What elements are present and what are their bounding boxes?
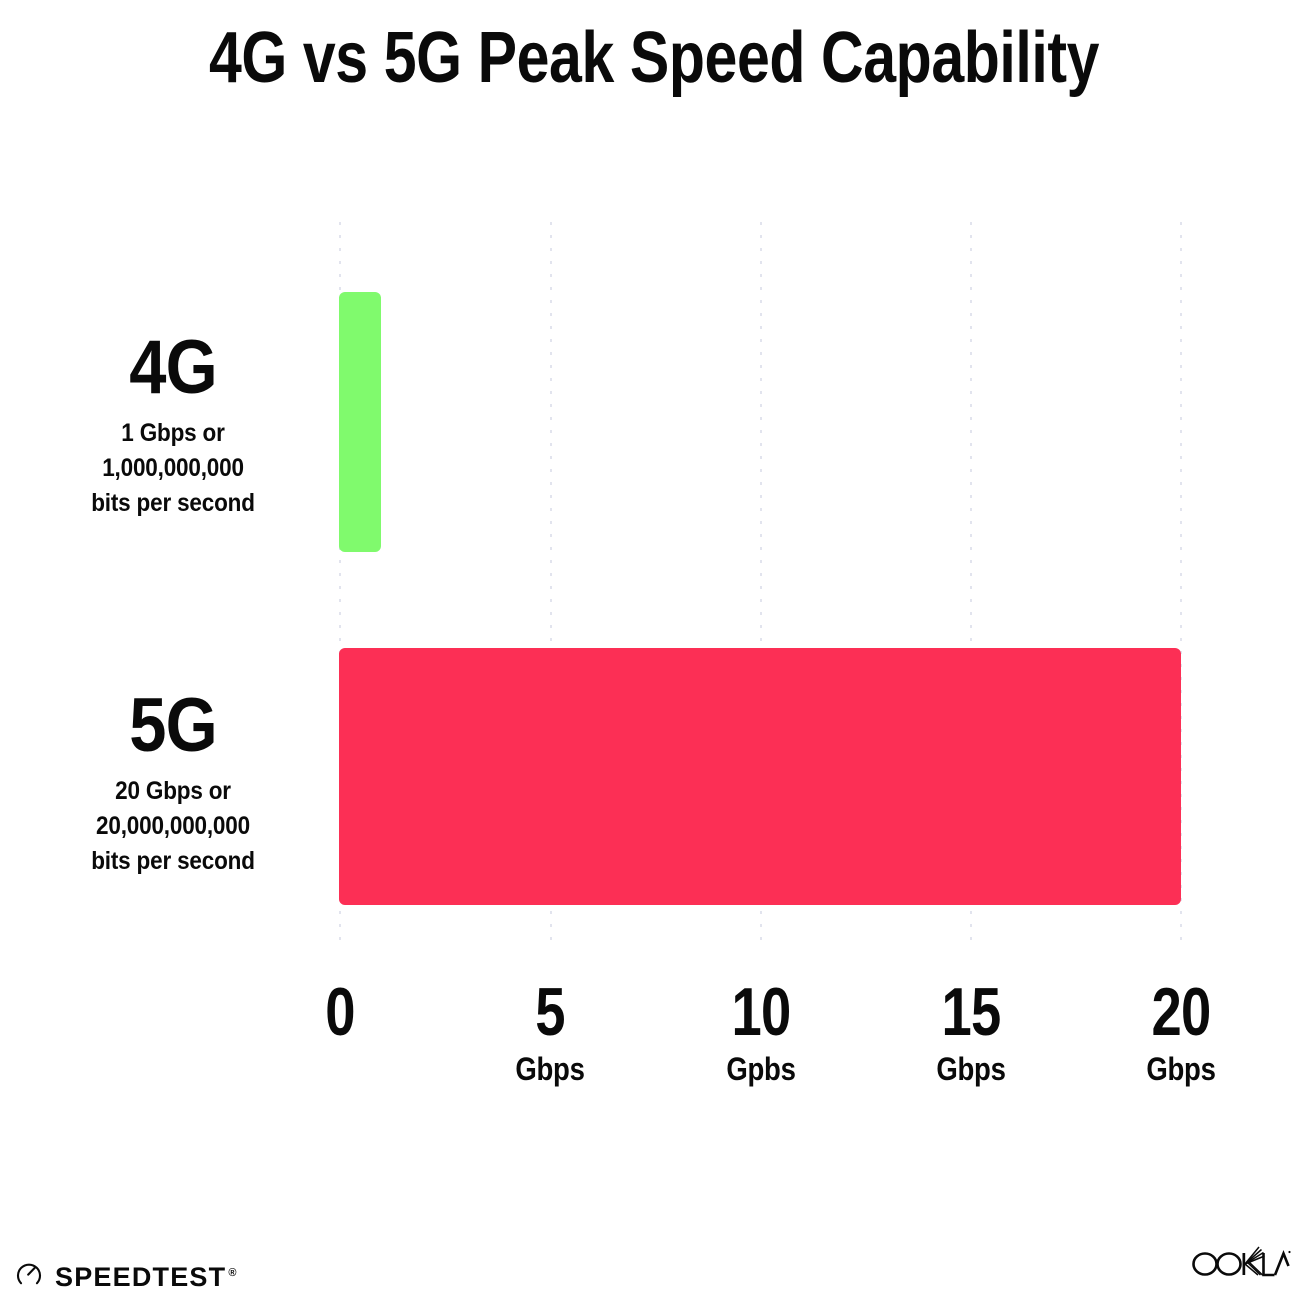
x-axis-tick-5: 5 Gbps: [460, 978, 640, 1088]
bar-5g[interactable]: [339, 648, 1181, 905]
x-axis-tick-15: 15 Gbps: [881, 978, 1061, 1088]
row-label-5g-line3: bits per second: [91, 847, 255, 875]
x-axis-tick-15-value: 15: [941, 974, 1002, 1050]
x-axis-tick-0: 0: [250, 978, 430, 1088]
row-label-4g-generation: 4G: [129, 325, 217, 410]
row-label-5g-line1: 20 Gbps or: [115, 777, 231, 805]
ookla-logo: [1192, 1244, 1292, 1285]
speedometer-gauge-icon: [14, 1258, 44, 1293]
ookla-logo-icon: [1192, 1244, 1292, 1285]
gridline-10: [760, 222, 762, 940]
x-axis-tick-5-value: 5: [535, 974, 565, 1050]
speedtest-wordmark: SPEEDTEST ®: [55, 1260, 238, 1291]
x-axis-tick-20-value: 20: [1151, 974, 1212, 1050]
x-axis-tick-5-unit: Gbps: [515, 1051, 585, 1087]
gridline-0: [339, 222, 341, 940]
gridline-20: [1180, 222, 1182, 940]
speedtest-logo: SPEEDTEST ®: [14, 1258, 238, 1293]
row-label-4g-detail: 1 Gbps or 1,000,000,000 bits per second: [43, 416, 304, 521]
x-axis-tick-10-unit: Gpbs: [726, 1051, 796, 1087]
x-axis-tick-10-value: 10: [731, 974, 792, 1050]
row-label-4g-line2: 1,000,000,000: [102, 454, 244, 482]
speedtest-wordmark-text: SPEEDTEST: [55, 1262, 227, 1292]
gridline-15: [970, 222, 972, 940]
speedtest-trademark: ®: [228, 1267, 238, 1279]
row-label-4g-line1: 1 Gbps or: [121, 419, 225, 447]
x-axis-tick-20-unit: Gbps: [1146, 1051, 1216, 1087]
row-label-4g-line3: bits per second: [91, 489, 255, 517]
row-label-5g-detail: 20 Gbps or 20,000,000,000 bits per secon…: [43, 774, 304, 879]
x-axis-tick-20: 20 Gbps: [1091, 978, 1271, 1088]
x-axis-tick-15-unit: Gbps: [936, 1051, 1006, 1087]
row-label-5g-line2: 20,000,000,000: [96, 812, 250, 840]
x-axis-tick-10: 10 Gpbs: [671, 978, 851, 1088]
x-axis-tick-0-value: 0: [325, 974, 355, 1050]
row-label-5g-generation: 5G: [129, 683, 217, 768]
page-title: 4G vs 5G Peak Speed Capability: [208, 18, 1100, 98]
x-axis-tick-0-unit: [263, 1050, 418, 1088]
bar-4g[interactable]: [339, 292, 381, 552]
row-label-4g: 4G 1 Gbps or 1,000,000,000 bits per seco…: [28, 330, 318, 521]
row-label-5g: 5G 20 Gbps or 20,000,000,000 bits per se…: [28, 688, 318, 879]
gridline-5: [550, 222, 552, 940]
